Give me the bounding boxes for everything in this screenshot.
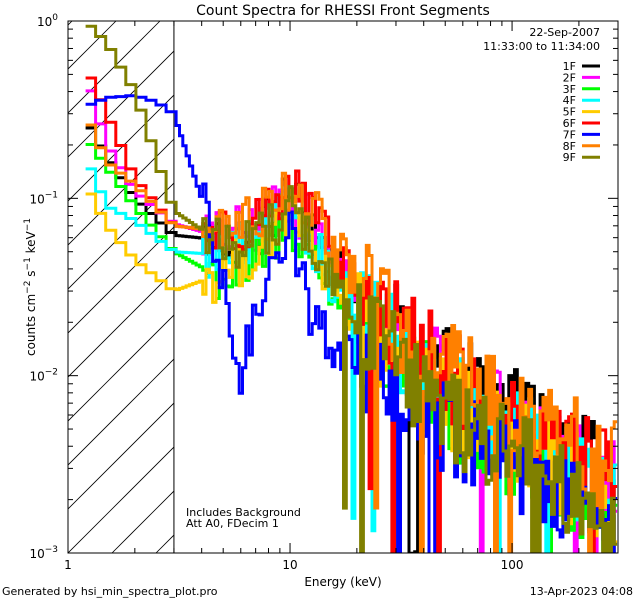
plot-frame xyxy=(67,20,619,554)
legend-label-6F: 6F xyxy=(563,117,576,130)
generator-note: Generated by hsi_min_spectra_plot.pro xyxy=(2,585,218,598)
annotation-attenuator: Att A0, FDecim 1 xyxy=(186,517,279,530)
legend-label-2F: 2F xyxy=(563,71,576,84)
x-tick-label: 1 xyxy=(64,558,72,572)
chart-title: Count Spectra for RHESSI Front Segments xyxy=(196,3,490,19)
legend-label-1F: 1F xyxy=(563,60,576,73)
hatch-line xyxy=(68,21,161,114)
spectra-series xyxy=(85,24,618,553)
hatch-line xyxy=(68,402,174,510)
excluded-energy-hatch xyxy=(68,21,174,553)
hatch-line xyxy=(68,94,174,202)
time-range: 11:33:00 to 11:34:00 xyxy=(483,40,600,53)
observation-date: 22-Sep-2007 xyxy=(529,26,600,39)
hatch-line xyxy=(68,50,174,158)
legend-label-4F: 4F xyxy=(563,94,576,107)
axis-ticks: 1 10 100 10−3 10−2 10−1 100 xyxy=(29,13,619,572)
x-tick-label: 100 xyxy=(501,558,524,572)
y-tick-label: 10−1 xyxy=(29,190,58,206)
hatch-line xyxy=(68,226,174,334)
hatch-line xyxy=(68,21,73,26)
legend-label-7F: 7F xyxy=(563,128,576,141)
x-axis-label: Energy (keV) xyxy=(304,575,381,589)
legend-label-9F: 9F xyxy=(563,151,576,164)
hatch-line xyxy=(68,446,174,553)
y-axis-label: counts cm−2 s−1 keV−1 xyxy=(23,218,38,356)
legend-label-5F: 5F xyxy=(563,106,576,119)
y-tick-label: 100 xyxy=(37,13,58,29)
hatch-line xyxy=(68,270,174,378)
hatch-line xyxy=(68,182,174,290)
x-tick-label: 10 xyxy=(282,558,297,572)
annotation-background: Includes Background xyxy=(186,506,301,519)
generation-timestamp: 13-Apr-2023 04:08 xyxy=(530,585,633,598)
legend-label-8F: 8F xyxy=(563,140,576,153)
legend-label-3F: 3F xyxy=(563,83,576,96)
y-tick-label: 10−2 xyxy=(29,368,58,384)
hatch-line xyxy=(68,358,174,466)
y-tick-label: 10−3 xyxy=(29,545,58,561)
series-line-9F xyxy=(85,24,618,553)
